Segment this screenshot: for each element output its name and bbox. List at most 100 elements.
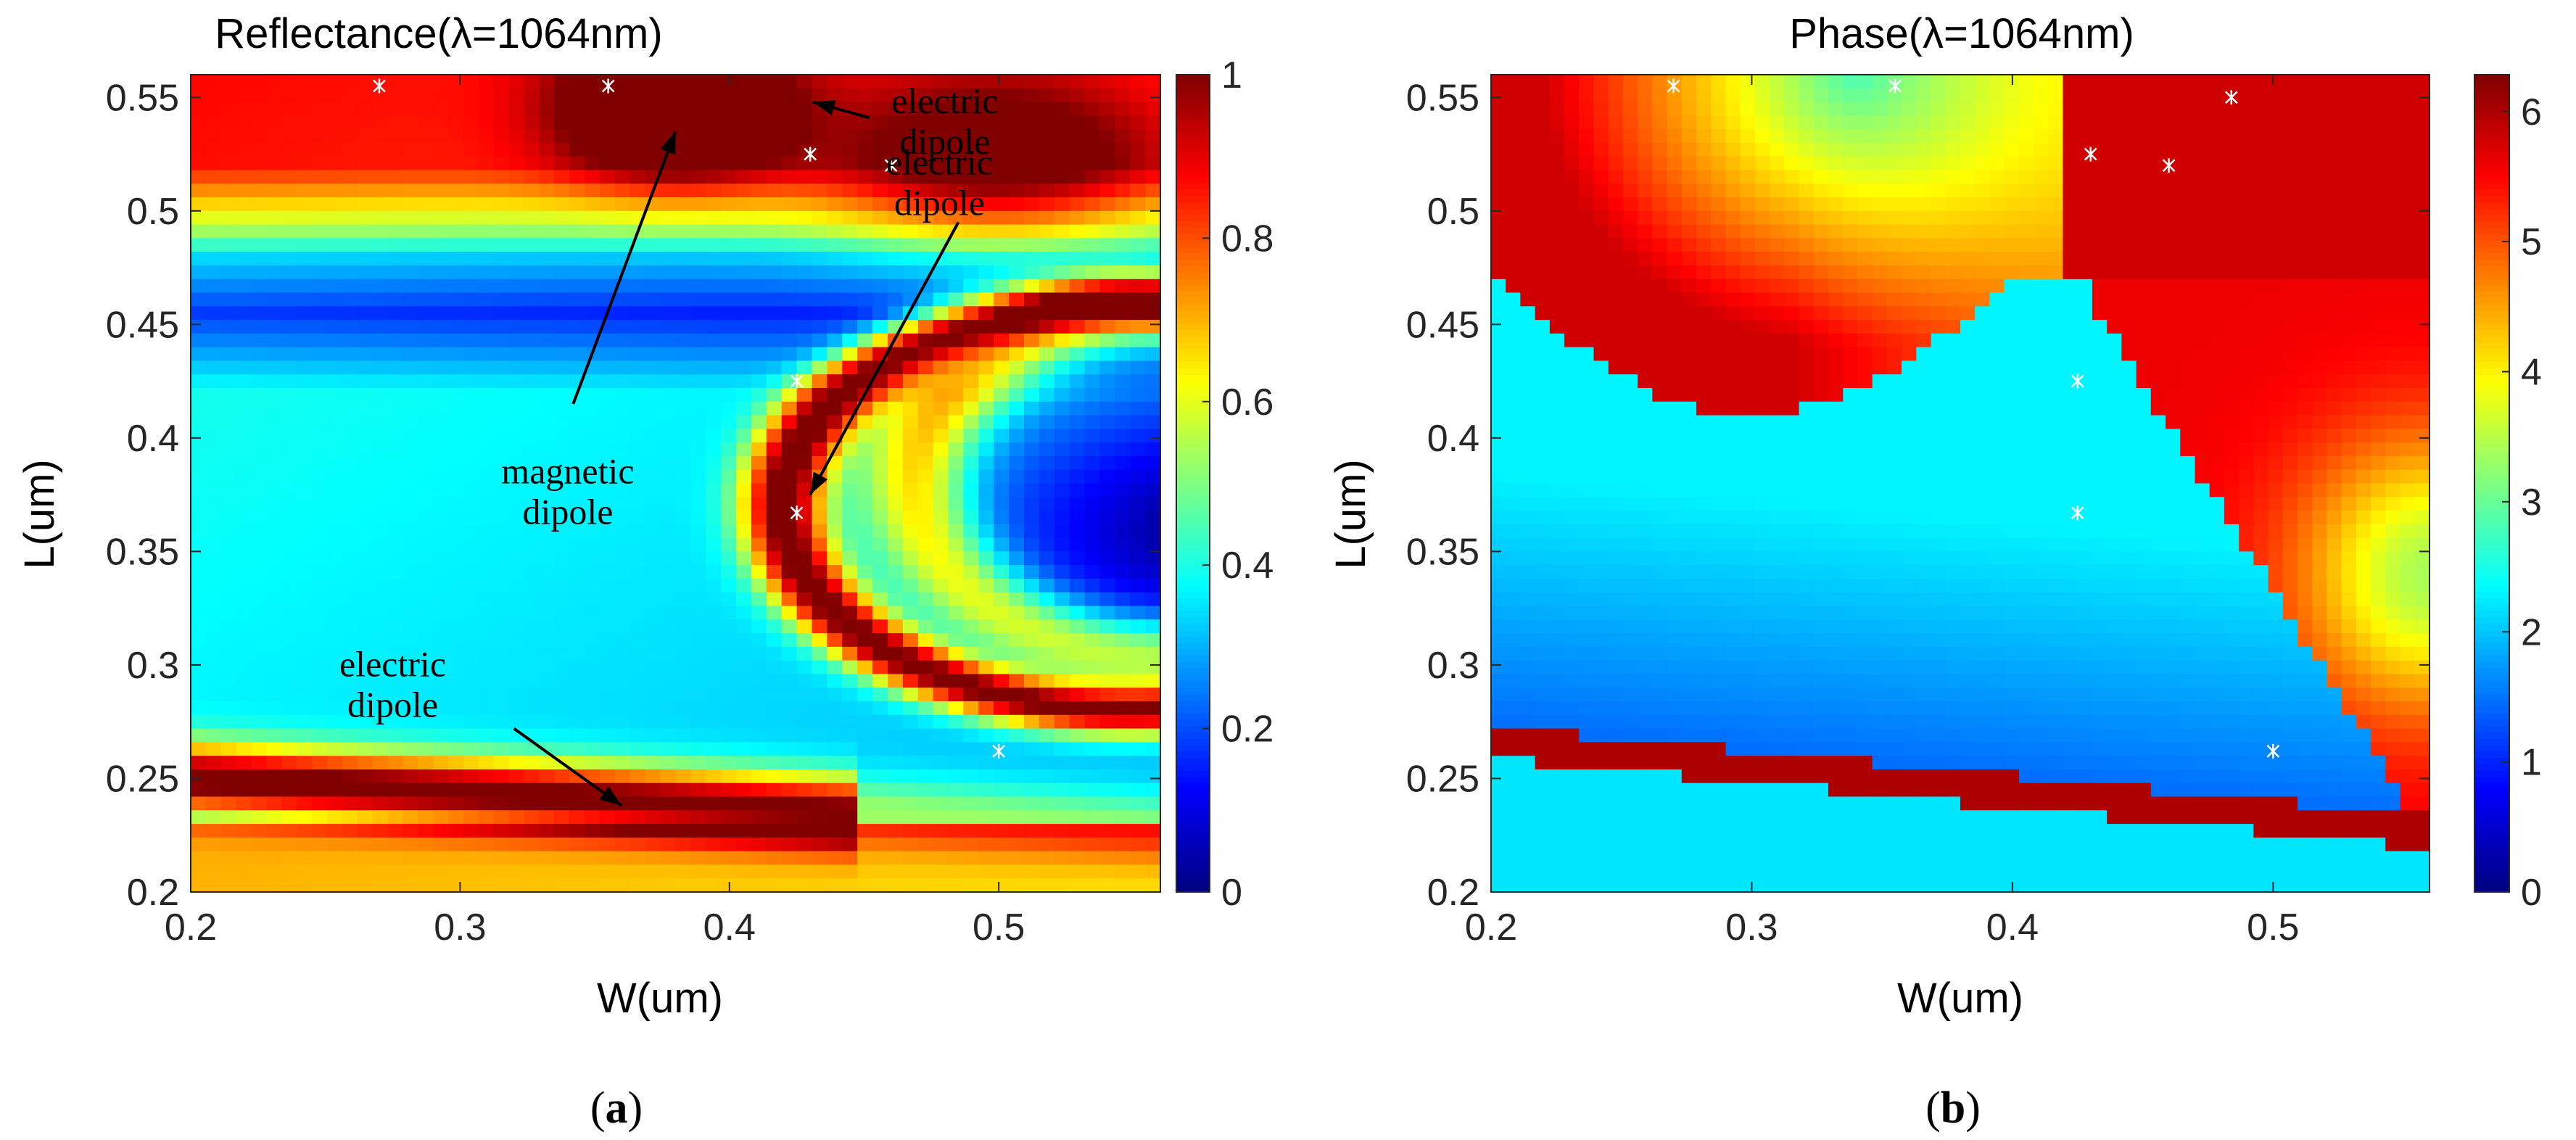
heatmap-cell — [478, 102, 495, 117]
heatmap-cell — [508, 660, 525, 675]
heatmap-cell — [888, 129, 904, 144]
heatmap-cell — [281, 810, 297, 825]
heatmap-cell — [585, 183, 600, 198]
heatmap-cell — [933, 864, 949, 879]
heatmap-cell — [857, 606, 873, 621]
heatmap-cell — [645, 579, 661, 593]
heatmap-cell — [872, 633, 888, 648]
heatmap-cell — [600, 687, 616, 702]
heatmap-cell — [463, 306, 479, 321]
heatmap-cell — [312, 810, 328, 825]
heatmap-cell — [1099, 142, 1116, 157]
heatmap-cell — [812, 374, 828, 389]
heatmap-cell — [402, 565, 419, 579]
heatmap-cell — [357, 292, 373, 307]
heatmap-cell — [1520, 252, 1536, 266]
heatmap-cell — [1564, 592, 1580, 607]
heatmap-cell — [1593, 469, 1609, 484]
heatmap-cell — [357, 183, 373, 198]
heatmap-cell — [1024, 646, 1040, 661]
heatmap-cell — [645, 238, 661, 252]
heatmap-cell — [872, 483, 888, 498]
heatmap-cell — [478, 306, 495, 321]
heatmap-cell — [978, 592, 994, 607]
heatmap-cell — [1024, 633, 1040, 648]
heatmap-cell — [1711, 292, 1727, 307]
heatmap-cell — [1667, 497, 1683, 511]
heatmap-cell — [796, 837, 813, 852]
heatmap-cell — [463, 429, 479, 443]
heatmap-cell — [994, 360, 1010, 376]
heatmap-cell — [1667, 837, 1683, 852]
heatmap-cell — [902, 224, 919, 239]
heatmap-cell — [372, 252, 389, 266]
heatmap-cell — [1039, 278, 1055, 294]
colorbar-segment — [1176, 726, 1210, 733]
heatmap-cell — [948, 374, 965, 389]
heatmap-cell — [660, 756, 677, 770]
heatmap-cell — [357, 878, 373, 893]
heatmap-cell — [1711, 511, 1727, 525]
heatmap-cell — [448, 633, 464, 648]
heatmap-cell — [948, 320, 965, 334]
heatmap-cell — [629, 278, 646, 294]
heatmap-cell — [1024, 728, 1040, 743]
heatmap-cell — [781, 687, 798, 702]
heatmap-cell — [569, 102, 585, 117]
heatmap-cell — [706, 429, 722, 443]
heatmap-cell — [327, 878, 343, 893]
heatmap-cell — [1564, 728, 1580, 743]
heatmap-cell — [281, 265, 297, 280]
heatmap-cell — [493, 646, 510, 661]
colorbar-segment — [1176, 228, 1210, 235]
heatmap-cell — [372, 810, 389, 825]
heatmap-cell — [1130, 115, 1146, 130]
heatmap-cell — [478, 469, 495, 484]
heatmap-cell — [448, 142, 464, 157]
heatmap-cell — [781, 796, 798, 811]
heatmap-cell — [1069, 374, 1086, 389]
heatmap-cell — [342, 75, 358, 89]
heatmap-cell — [781, 497, 798, 511]
heatmap-cell — [1084, 810, 1101, 825]
heatmap-cell — [690, 170, 707, 185]
heatmap-cell — [963, 837, 980, 852]
heatmap-cell — [493, 483, 510, 498]
heatmap-cell — [1099, 592, 1116, 607]
heatmap-cell — [1084, 88, 1101, 103]
heatmap-cell — [600, 606, 616, 621]
heatmap-cell — [812, 333, 828, 348]
heatmap-cell — [1593, 810, 1609, 825]
heatmap-cell — [1084, 278, 1101, 294]
heatmap-cell — [1115, 374, 1131, 389]
heatmap-cell — [281, 742, 297, 756]
heatmap-cell — [1009, 511, 1025, 525]
heatmap-cell — [1579, 497, 1595, 511]
heatmap-cell — [1084, 837, 1101, 852]
heatmap-cell — [1681, 796, 1697, 811]
heatmap-cell — [1069, 524, 1086, 539]
heatmap-cell — [357, 824, 373, 838]
heatmap-cell — [675, 524, 692, 539]
heatmap-cell — [796, 565, 813, 579]
heatmap-cell — [493, 252, 510, 266]
heatmap-cell — [433, 524, 449, 539]
heatmap-cell — [1039, 619, 1055, 634]
heatmap-cell — [418, 292, 434, 307]
heatmap-cell — [418, 796, 434, 811]
heatmap-cell — [645, 497, 661, 511]
heatmap-cell — [1579, 183, 1595, 198]
heatmap-cell — [554, 592, 571, 607]
heatmap-cell — [766, 810, 783, 825]
heatmap-cell — [1579, 551, 1595, 566]
heatmap-cell — [872, 265, 888, 280]
heatmap-cell — [706, 88, 722, 103]
heatmap-cell — [917, 156, 934, 171]
heatmap-cell — [433, 265, 449, 280]
heatmap-cell — [1145, 197, 1161, 212]
heatmap-cell — [387, 252, 404, 266]
heatmap-cell — [1667, 851, 1683, 866]
colorbar-segment — [1176, 579, 1210, 587]
heatmap-cell — [1652, 579, 1668, 593]
heatmap-cell — [372, 769, 389, 784]
